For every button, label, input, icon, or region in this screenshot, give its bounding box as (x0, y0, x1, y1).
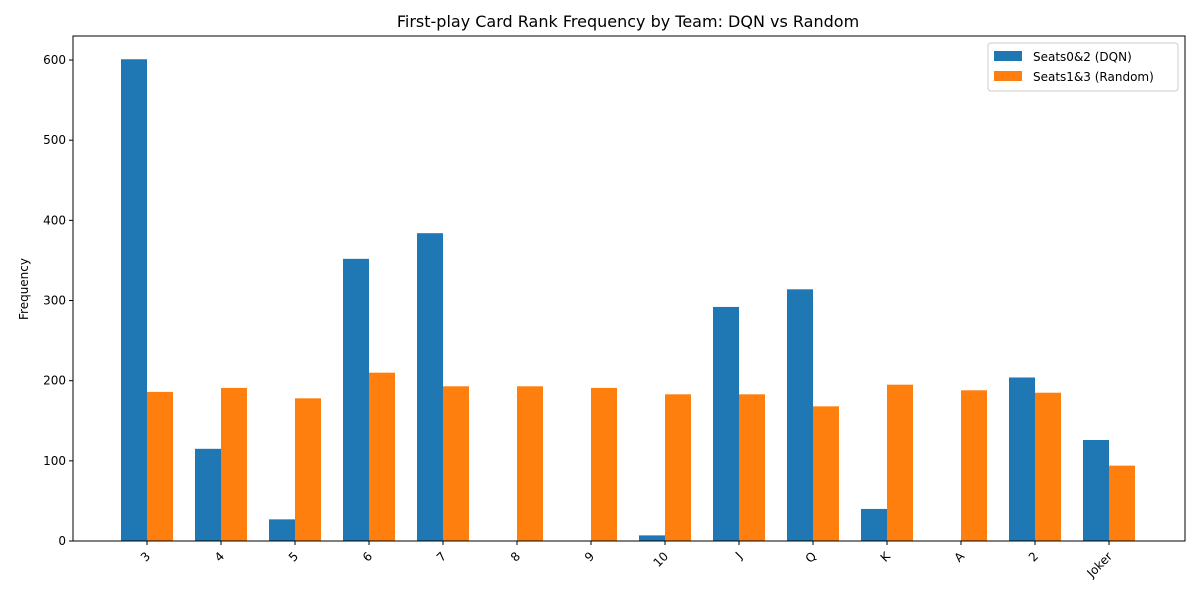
bar-dqn-j (713, 306, 739, 541)
y-tick-label: 500 (43, 133, 66, 147)
chart-title: First-play Card Rank Frequency by Team: … (397, 12, 859, 31)
bar-random-2 (1035, 392, 1061, 541)
bar-dqn-5 (269, 519, 295, 541)
bar-random-a (961, 390, 987, 541)
y-tick-label: 400 (43, 213, 66, 227)
bar-dqn-joker (1083, 440, 1109, 541)
bar-dqn-q (787, 289, 813, 541)
y-axis-title: Frequency (17, 258, 31, 320)
bar-dqn-4 (195, 448, 221, 541)
bar-random-q (813, 406, 839, 541)
legend-swatch (994, 71, 1022, 81)
bar-random-4 (221, 387, 247, 541)
plot-frame (72, 35, 1186, 542)
y-axis: 0 100 200 300 400 500 600 (43, 53, 73, 548)
bar-random-8 (517, 386, 543, 541)
y-tick-label: 600 (43, 53, 66, 67)
bar-random-3 (147, 391, 173, 541)
bars-group (121, 59, 1135, 541)
bar-random-7 (443, 386, 469, 541)
bar-dqn-6 (343, 258, 369, 541)
bar-dqn-3 (121, 59, 147, 541)
y-tick-label: 300 (43, 294, 66, 308)
bar-random-10 (665, 394, 691, 541)
y-tick-label: 100 (43, 454, 66, 468)
legend: Seats0&2 (DQN) Seats1&3 (Random) (987, 42, 1179, 92)
legend-label: Seats1&3 (Random) (1033, 70, 1154, 84)
y-tick-label: 200 (43, 374, 66, 388)
legend-label: Seats0&2 (DQN) (1033, 50, 1132, 64)
bar-dqn-k (861, 508, 887, 541)
bar-dqn-10 (639, 535, 665, 541)
bar-random-k (887, 384, 913, 541)
bar-random-joker (1109, 465, 1135, 541)
bar-random-6 (369, 372, 395, 541)
bar-random-j (739, 394, 765, 541)
legend-box (987, 42, 1179, 92)
legend-swatch (994, 51, 1022, 61)
bar-random-9 (591, 387, 617, 541)
bar-dqn-7 (417, 233, 443, 541)
y-tick-label: 0 (58, 534, 66, 548)
bar-dqn-2 (1009, 377, 1035, 541)
bar-random-5 (295, 398, 321, 541)
